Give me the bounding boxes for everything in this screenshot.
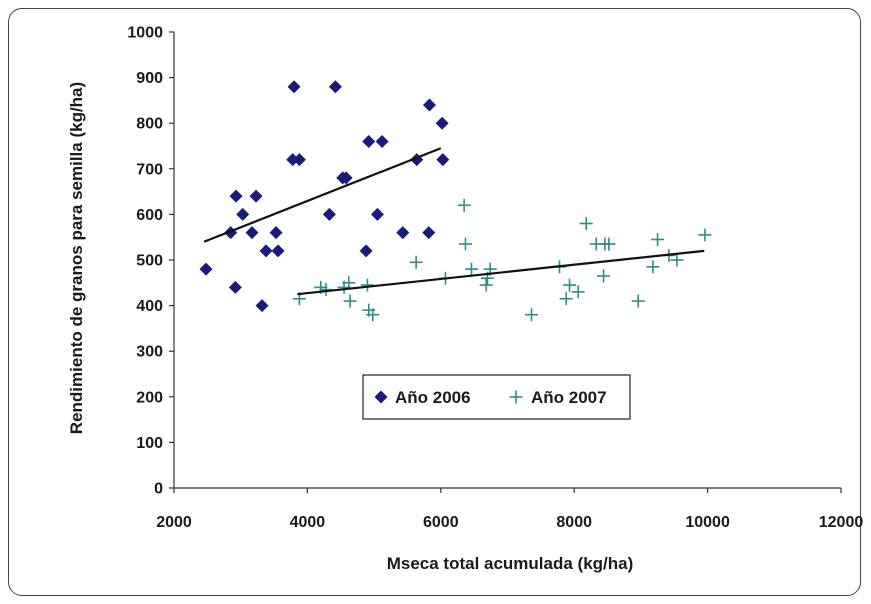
point-ano-2007 [698, 228, 712, 242]
point-ano-2007 [457, 198, 471, 212]
x-tick-label: 10000 [685, 514, 730, 531]
point-ano-2007 [646, 260, 660, 274]
x-axis-title: Mseca total acumulada (kg/ha) [387, 554, 634, 573]
legend-label-ano-2006: Año 2006 [395, 388, 471, 407]
point-ano-2007 [651, 232, 665, 246]
point-ano-2007 [409, 255, 423, 269]
point-ano-2006 [286, 153, 300, 167]
point-ano-2006 [359, 244, 373, 258]
x-tick-label: 2000 [156, 514, 192, 531]
x-tick-label: 6000 [423, 514, 459, 531]
y-tick-label: 1000 [127, 25, 163, 42]
point-ano-2006 [370, 207, 384, 221]
point-ano-2006 [199, 262, 213, 276]
point-ano-2006 [375, 134, 389, 148]
point-ano-2006 [435, 116, 449, 130]
legend-diamond-icon [374, 390, 388, 404]
point-ano-2007 [571, 285, 585, 299]
y-axis: 0 100 200 300 400 500 600 700 800 900 1000 [127, 25, 175, 498]
point-ano-2007 [597, 269, 611, 283]
legend-marker-ano-2007 [509, 390, 523, 404]
x-tick-label: 4000 [290, 514, 326, 531]
y-tick-label: 200 [136, 389, 163, 406]
point-ano-2007 [579, 217, 593, 231]
y-tick-label: 300 [136, 344, 163, 361]
series-layer [199, 80, 712, 322]
point-ano-2006 [436, 153, 450, 167]
point-ano-2006 [229, 189, 243, 203]
legend-marker-ano-2006 [374, 390, 388, 404]
series-ano-2006 [199, 80, 450, 313]
legend: Año 2006 Año 2007 [362, 374, 631, 420]
y-axis-title: Rendimiento de granos para semilla (kg/h… [67, 82, 86, 434]
x-tick-label: 12000 [819, 514, 864, 531]
x-axis: 2000 4000 6000 8000 10000 12000 [156, 487, 864, 531]
point-ano-2007 [360, 278, 374, 292]
y-tick-label: 600 [136, 207, 163, 224]
point-ano-2006 [422, 98, 436, 112]
y-tick-label: 500 [136, 253, 163, 270]
point-ano-2007 [525, 308, 539, 322]
point-ano-2006 [259, 244, 273, 258]
x-tick-label: 8000 [556, 514, 592, 531]
point-ano-2007 [342, 276, 356, 290]
point-ano-2007 [479, 278, 493, 292]
point-ano-2007 [563, 278, 577, 292]
y-tick-label: 100 [136, 435, 163, 452]
point-ano-2006 [269, 226, 283, 240]
trendline-ano-2006 [203, 147, 442, 243]
point-ano-2006 [271, 244, 285, 258]
point-ano-2007 [670, 253, 684, 267]
point-ano-2007 [464, 262, 478, 276]
legend-plus-icon [509, 390, 523, 404]
trend-layer [203, 147, 705, 296]
series-ano-2007 [292, 198, 712, 322]
y-tick-label: 400 [136, 298, 163, 315]
point-ano-2006 [422, 226, 436, 240]
y-tick-label: 800 [136, 116, 163, 133]
point-ano-2006 [322, 207, 336, 221]
point-ano-2007 [631, 294, 645, 308]
legend-box [362, 374, 631, 420]
legend-label-ano-2007: Año 2007 [531, 388, 607, 407]
y-tick-label: 0 [154, 481, 163, 498]
y-tick-label: 900 [136, 70, 163, 87]
point-ano-2007 [366, 308, 380, 322]
y-tick-label: 700 [136, 161, 163, 178]
point-ano-2007 [602, 237, 616, 251]
point-ano-2006 [249, 189, 263, 203]
point-ano-2006 [292, 153, 306, 167]
point-ano-2007 [559, 292, 573, 306]
point-ano-2006 [245, 226, 259, 240]
point-ano-2006 [287, 80, 301, 94]
point-ano-2007 [343, 294, 357, 308]
point-ano-2006 [236, 207, 250, 221]
point-ano-2006 [228, 280, 242, 294]
point-ano-2006 [255, 299, 269, 313]
point-ano-2007 [458, 237, 472, 251]
point-ano-2006 [396, 226, 410, 240]
point-ano-2006 [339, 171, 353, 185]
point-ano-2006 [328, 80, 342, 94]
trendline-ano-2007 [297, 249, 705, 296]
point-ano-2006 [362, 134, 376, 148]
